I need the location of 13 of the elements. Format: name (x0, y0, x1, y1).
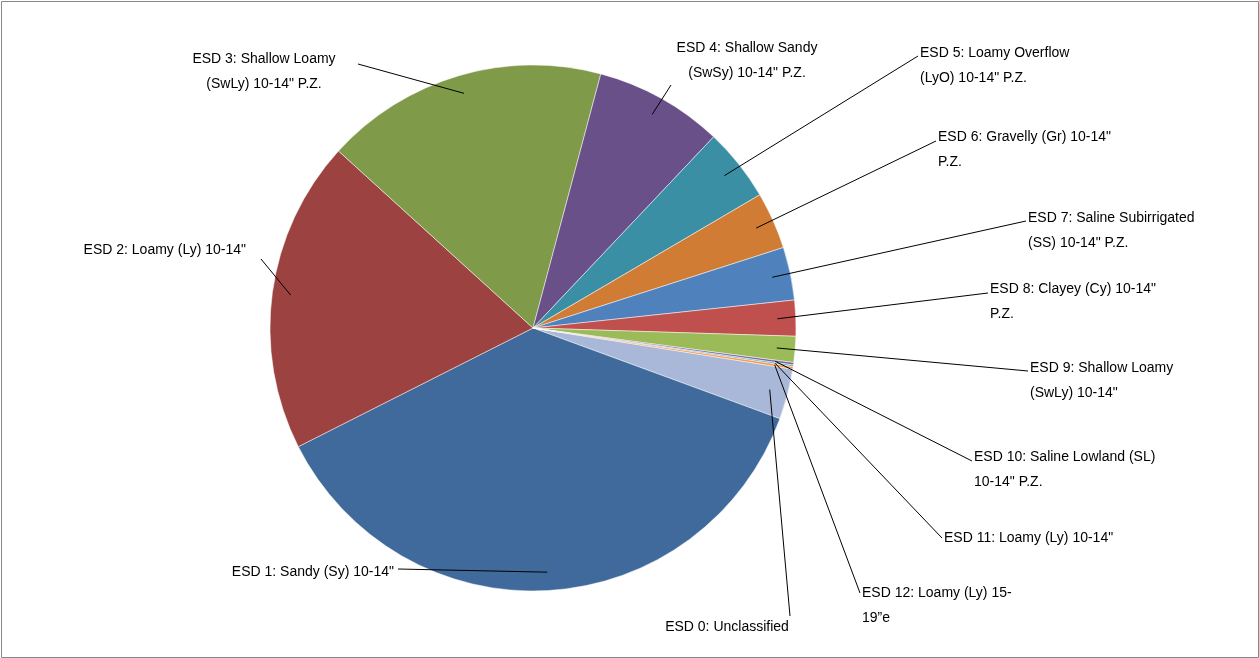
slice-label: ESD 5: Loamy Overflow (LyO) 10-14" P.Z. (920, 44, 1071, 85)
slice-label: ESD 8: Clayey (Cy) 10-14" P.Z. (990, 280, 1157, 321)
slice-label: ESD 12: Loamy (Ly) 15-19”e (862, 584, 1012, 625)
slice-label: ESD 11: Loamy (Ly) 10-14" (944, 529, 1114, 545)
slice-label: ESD 0: Unclassified (665, 618, 789, 634)
slice-label: ESD 3: Shallow Loamy (SwLy) 10-14" P.Z. (192, 50, 336, 91)
slice-label: ESD 7: Saline Subirrigated (SS) 10-14" P.Z. (1028, 209, 1195, 250)
slice-label: ESD 9: Shallow Loamy (SwLy) 10-14" (1030, 359, 1174, 400)
slice-label: ESD 6: Gravelly (Gr) 10-14" P.Z. (938, 128, 1112, 169)
slice-label: ESD 4: Shallow Sandy (SwSy) 10-14" P.Z. (676, 39, 818, 80)
slice-label: ESD 1: Sandy (Sy) 10-14" (231, 563, 395, 579)
slice-label: ESD 10: Saline Lowland (SL) 10-14" P.Z. (974, 448, 1156, 489)
slice-label: ESD 2: Loamy (Ly) 10-14" (83, 241, 247, 257)
